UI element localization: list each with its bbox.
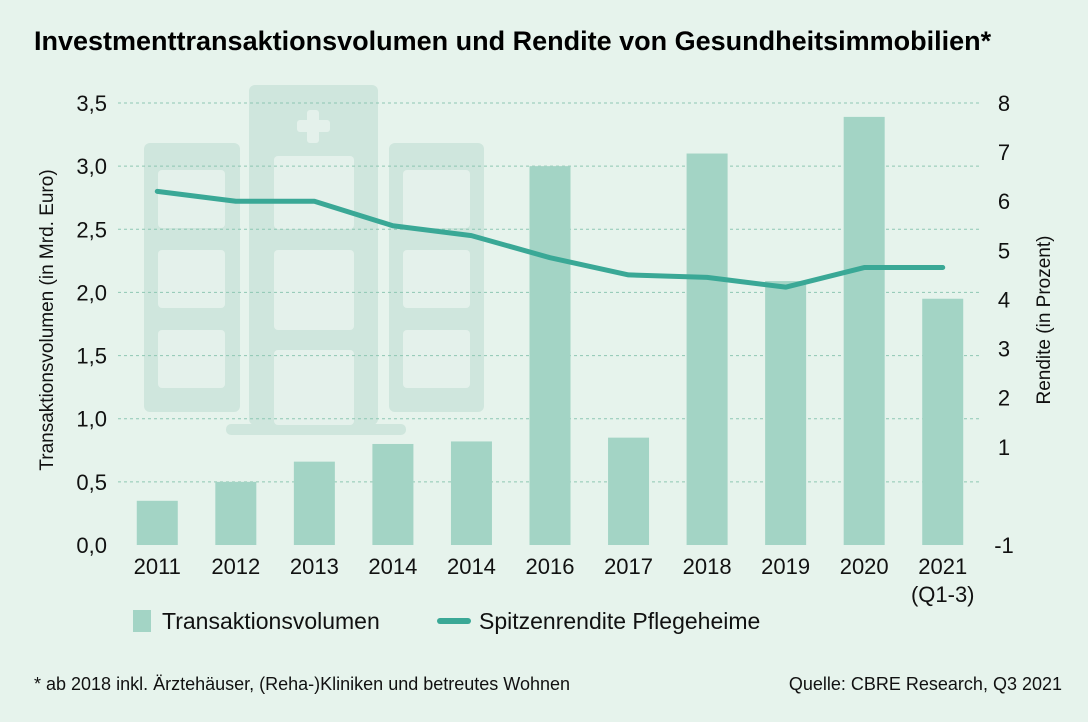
bar-2013 — [293, 461, 335, 545]
right-tick-label: 6 — [998, 189, 1010, 214]
right-axis-ticks: -1 1 2 3 4 5 6 7 8 — [994, 91, 1014, 558]
right-tick-label: 5 — [998, 238, 1010, 263]
x-tick-label: 2019 — [761, 554, 810, 579]
building-window — [158, 170, 225, 228]
legend-swatch-line — [437, 618, 471, 624]
x-tick-label: 2014 — [447, 554, 496, 579]
bar-2019 — [765, 281, 807, 545]
building-window — [403, 170, 470, 228]
x-tick-label: 2018 — [683, 554, 732, 579]
building-window — [158, 330, 225, 388]
left-tick-label: 2,5 — [76, 217, 107, 242]
x-tick-label: 2014 — [368, 554, 417, 579]
line-series-spitzenrendite — [154, 188, 946, 290]
bar-2014 — [372, 443, 414, 545]
right-tick-label: 1 — [998, 435, 1010, 460]
right-tick-label: 4 — [998, 287, 1010, 312]
x-tick-label: 2011 — [134, 554, 181, 579]
building-window — [403, 250, 470, 308]
left-axis-ticks: 0,0 0,5 1,0 1,5 2,0 2,5 3,0 3,5 — [76, 91, 107, 558]
left-tick-label: 3,0 — [76, 154, 107, 179]
hospital-building-icon — [144, 85, 484, 435]
left-tick-label: 2,0 — [76, 280, 107, 305]
bar-2014 — [450, 441, 492, 545]
building-window — [158, 250, 225, 308]
chart-title: Investmenttransaktionsvolumen und Rendit… — [34, 26, 992, 56]
building-window — [403, 330, 470, 388]
left-tick-label: 1,5 — [76, 344, 107, 369]
x-axis-ticks: 2011 2012 2013 2014 2014 2016 2017 2018 2019 2020… — [134, 554, 975, 607]
legend: Transaktionsvolumen Spitzenrendite Pfleg… — [133, 608, 760, 634]
right-axis-title: Rendite (in Prozent) — [1034, 236, 1055, 405]
left-tick-label: 0,0 — [76, 533, 107, 558]
right-tick-label: 7 — [998, 140, 1010, 165]
x-tick-label: 2013 — [290, 554, 339, 579]
x-tick-label: 2012 — [211, 554, 260, 579]
x-tick-label: 2016 — [526, 554, 575, 579]
source-note: Quelle: CBRE Research, Q3 2021 — [789, 674, 1062, 694]
building-base — [226, 424, 406, 435]
building-window — [274, 250, 354, 330]
right-tick-label: 8 — [998, 91, 1010, 116]
right-tick-label: 2 — [998, 386, 1010, 411]
bar-2017 — [608, 437, 650, 545]
right-tick-label: 3 — [998, 337, 1010, 362]
bar-2012 — [215, 481, 257, 545]
bar-2020 — [843, 116, 885, 546]
left-tick-label: 3,5 — [76, 91, 107, 116]
right-tick-label: -1 — [994, 533, 1014, 558]
building-window — [274, 156, 354, 229]
legend-swatch-bar — [133, 610, 151, 632]
footnote: * ab 2018 inkl. Ärztehäuser, (Reha-)Klin… — [34, 674, 570, 694]
x-tick-label: 2017 — [604, 554, 653, 579]
x-tick-label: 2020 — [840, 554, 889, 579]
legend-label-transaktionsvolumen: Transaktionsvolumen — [162, 608, 380, 634]
cross-icon-horizontal — [297, 120, 330, 132]
bar-2016 — [529, 166, 571, 545]
x-tick-sublabel: (Q1-3) — [911, 582, 975, 607]
building-door — [274, 350, 354, 425]
x-tick-label: 2021 — [918, 554, 967, 579]
left-tick-label: 0,5 — [76, 470, 107, 495]
bar-series-transaktionsvolumen — [136, 116, 964, 546]
bar-2018 — [686, 153, 728, 545]
legend-label-spitzenrendite: Spitzenrendite Pflegeheime — [479, 608, 760, 634]
bar-2011 — [136, 500, 178, 545]
left-axis-title: Transaktionsvolumen (in Mrd. Euro) — [37, 169, 58, 470]
bar-2021 — [922, 298, 964, 545]
left-tick-label: 1,0 — [76, 407, 107, 432]
